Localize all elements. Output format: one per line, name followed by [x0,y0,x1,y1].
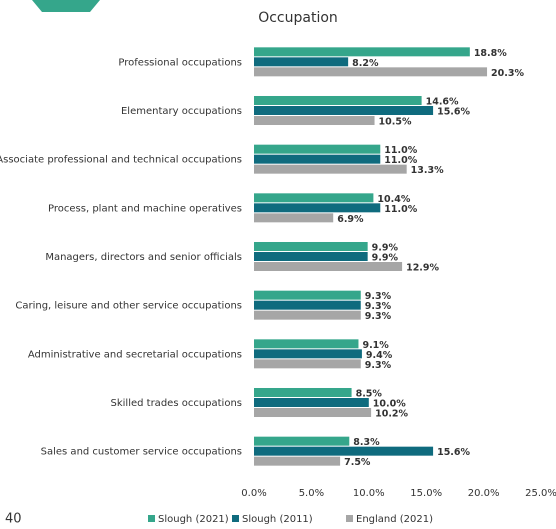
bar [254,436,350,446]
value-label: 11.0% [384,155,417,166]
decoration [32,0,100,12]
legend-label: Slough (2011) [242,514,313,525]
legend-swatch [346,515,353,522]
value-label: 12.9% [406,263,439,274]
x-tick-label: 0.0% [241,488,266,499]
value-label: 6.9% [337,214,364,225]
bar [254,359,361,369]
value-label: 9.9% [372,243,399,254]
value-label: 10.5% [379,117,412,128]
legend-swatch [148,515,155,522]
bar [254,300,361,310]
value-label: 9.3% [365,360,392,371]
bar [254,242,368,251]
value-label: 9.9% [372,253,399,264]
bar [254,193,374,203]
value-label: 9.4% [366,350,393,361]
bar [254,408,372,417]
x-tick-label: 10.0% [353,488,385,499]
bar [254,213,334,223]
bar [254,106,434,115]
bar [254,290,361,300]
value-label: 8.5% [356,389,383,400]
y-tick-label: Administrative and secretarial occupatio… [28,349,242,360]
y-tick-label: Process, plant and machine operatives [48,203,242,214]
bar [254,164,407,174]
value-label: 10.4% [377,194,410,205]
value-label: 8.3% [353,437,380,448]
bar [254,310,361,320]
bar [254,349,362,359]
value-label: 10.0% [373,399,406,410]
value-label: 9.3% [365,311,392,322]
value-label: 9.1% [362,340,389,351]
value-label: 11.0% [384,204,417,215]
value-label: 11.0% [384,145,417,156]
y-tick-label: Caring, leisure and other service occupa… [15,301,242,312]
y-tick-label: Associate professional and technical occ… [0,155,242,166]
bar [254,67,488,77]
legend-label: England (2021) [356,514,433,525]
x-tick-label: 5.0% [299,488,324,499]
bar [254,339,359,349]
chart-title: Occupation [258,10,338,26]
value-label: 15.6% [437,447,470,458]
value-label: 13.3% [411,165,444,176]
value-label: 9.3% [365,291,392,302]
bar [254,47,470,57]
bar [254,116,375,125]
value-label: 9.3% [365,301,392,312]
bar [254,388,352,397]
x-tick-label: 25.0% [525,488,556,499]
bar [254,154,381,164]
value-label: 18.8% [474,48,507,59]
legend-label: Slough (2021) [158,514,229,525]
y-tick-label: Sales and customer service occupations [41,447,242,458]
value-label: 7.5% [344,457,371,468]
bar [254,446,434,456]
y-tick-label: Professional occupations [118,57,242,68]
bar [254,144,381,154]
bar [254,398,369,407]
page-number: 40 [5,512,22,527]
y-tick-label: Elementary occupations [121,106,242,117]
bar [254,57,349,67]
x-tick-label: 15.0% [410,488,442,499]
value-label: 8.2% [352,58,379,69]
value-label: 14.6% [426,97,459,108]
bar [254,262,403,271]
value-label: 10.2% [375,409,408,420]
y-tick-label: Managers, directors and senior officials [45,252,242,263]
bar [254,456,341,466]
bar [254,252,368,261]
value-label: 20.3% [491,68,524,79]
y-tick-label: Skilled trades occupations [111,398,243,409]
bar [254,96,422,105]
x-tick-label: 20.0% [468,488,500,499]
bar [254,203,381,213]
legend-swatch [232,515,239,522]
value-label: 15.6% [437,107,470,118]
